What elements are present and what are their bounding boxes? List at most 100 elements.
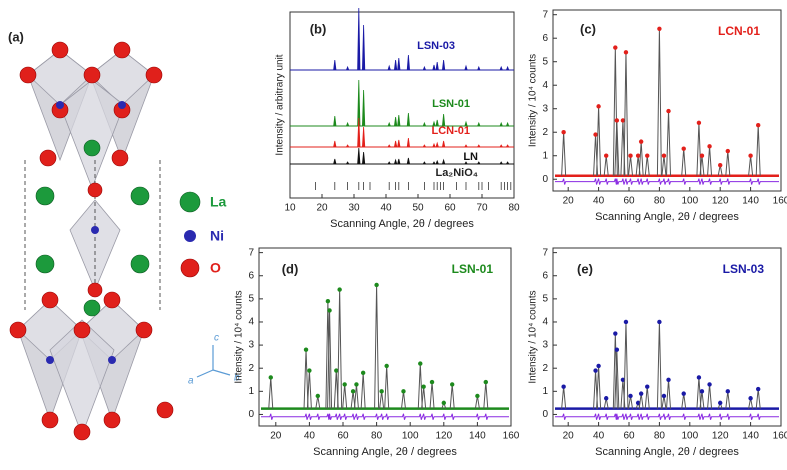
calculated-peak (708, 146, 712, 175)
x-tick-label: 20 (563, 431, 575, 442)
calculated-peak (624, 52, 628, 175)
x-tick-label: 120 (712, 431, 729, 442)
reflection-label: La₂NiO₄ (435, 167, 478, 179)
observed-point (442, 401, 446, 405)
calculated-peak (354, 384, 358, 408)
y-tick-label: 5 (248, 293, 254, 304)
calculated-peak (700, 391, 704, 408)
x-tick-label: 100 (681, 431, 698, 442)
calculated-peak (422, 387, 426, 409)
y-tick-label: 4 (542, 317, 548, 328)
x-tick-label: 30 (348, 203, 360, 214)
observed-point (561, 130, 565, 134)
series-label: LN (463, 151, 478, 163)
peak (334, 141, 336, 147)
panel-label: (c) (580, 21, 596, 36)
peak (423, 162, 425, 164)
y-tick-label: 0 (248, 409, 254, 420)
calculated-peak (667, 380, 671, 409)
peak (346, 145, 348, 147)
observed-point (613, 331, 617, 335)
peak (436, 143, 438, 147)
peak (388, 162, 390, 164)
y-tick-label: 7 (542, 9, 548, 20)
x-tick-label: 60 (337, 431, 349, 442)
peak (362, 152, 364, 164)
observed-point (639, 391, 643, 395)
peak (388, 145, 390, 147)
peak (388, 123, 390, 126)
calculated-peak (657, 29, 661, 176)
peak (358, 8, 360, 70)
y-tick-label: 1 (248, 386, 254, 397)
observed-point (593, 368, 597, 372)
observed-point (613, 45, 617, 49)
panel-label: (b) (310, 21, 327, 36)
observed-point (645, 154, 649, 158)
x-tick-label: 20 (316, 203, 328, 214)
peak (433, 65, 435, 70)
calculated-peak (380, 391, 384, 408)
observed-point (351, 389, 355, 393)
calculated-peak (604, 156, 608, 176)
calculated-peak (645, 387, 649, 409)
x-tick-label: 40 (304, 431, 316, 442)
plot-frame (290, 12, 514, 198)
observed-point (662, 154, 666, 158)
calculated-peak (756, 125, 760, 176)
panel-label: (a) (8, 29, 24, 44)
y-tick-label: 5 (542, 56, 548, 67)
y-tick-label: 3 (542, 103, 548, 114)
observed-point (666, 109, 670, 113)
peak (423, 67, 425, 70)
y-axis-label: Intensity / 10⁴ counts (528, 54, 539, 147)
calculated-peak (624, 322, 628, 409)
observed-point (484, 380, 488, 384)
peak (423, 123, 425, 126)
series-label: LCN-01 (718, 24, 760, 38)
y-axis-label: Intensity / 10⁴ counts (234, 290, 245, 383)
peak (500, 123, 502, 126)
calculated-peak (343, 384, 347, 408)
x-tick-label: 80 (654, 196, 666, 207)
y-tick-label: 7 (542, 247, 548, 258)
calculated-peak (361, 373, 365, 409)
observed-point (379, 389, 383, 393)
calculated-peak (375, 285, 379, 409)
calculated-peak (645, 156, 649, 176)
calculated-peak (430, 382, 434, 409)
chart-panel: 2040608010012014016001234567Scanning Ang… (528, 9, 787, 223)
peak (394, 117, 396, 126)
y-tick-label: 3 (248, 340, 254, 351)
peak (500, 162, 502, 164)
calculated-peak (662, 156, 666, 176)
calculated-peak (756, 389, 760, 409)
peak (436, 62, 438, 70)
difference-line (555, 179, 779, 185)
observed-point (707, 144, 711, 148)
calculated-peak (726, 151, 730, 176)
observed-point (401, 389, 405, 393)
observed-point (657, 27, 661, 31)
peak (346, 123, 348, 126)
y-tick-label: 4 (248, 317, 254, 328)
observed-point (475, 394, 479, 398)
observed-point (604, 396, 608, 400)
peak (407, 113, 409, 126)
peak (407, 138, 409, 147)
x-tick-label: 40 (593, 431, 605, 442)
peak (362, 127, 364, 147)
peak (362, 90, 364, 126)
peak (388, 66, 390, 70)
observed-point (307, 368, 311, 372)
y-tick-label: 6 (248, 270, 254, 281)
calculated-peak (639, 142, 643, 176)
observed-point (596, 364, 600, 368)
observed-point (361, 371, 365, 375)
peak (442, 160, 444, 164)
x-tick-label: 10 (284, 203, 296, 214)
observed-point (756, 123, 760, 127)
observed-point (593, 132, 597, 136)
calculated-peak (401, 391, 405, 408)
peak (423, 145, 425, 147)
